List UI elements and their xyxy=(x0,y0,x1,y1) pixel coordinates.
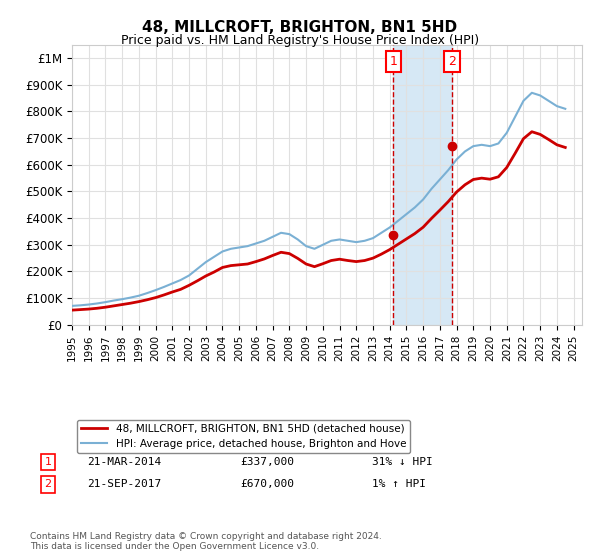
Text: £337,000: £337,000 xyxy=(240,457,294,467)
Text: 1: 1 xyxy=(44,457,52,467)
Legend: 48, MILLCROFT, BRIGHTON, BN1 5HD (detached house), HPI: Average price, detached : 48, MILLCROFT, BRIGHTON, BN1 5HD (detach… xyxy=(77,419,410,453)
Text: 31% ↓ HPI: 31% ↓ HPI xyxy=(372,457,433,467)
Text: 1: 1 xyxy=(389,55,397,68)
Text: Contains HM Land Registry data © Crown copyright and database right 2024.
This d: Contains HM Land Registry data © Crown c… xyxy=(30,532,382,552)
Text: £670,000: £670,000 xyxy=(240,479,294,489)
Text: Price paid vs. HM Land Registry's House Price Index (HPI): Price paid vs. HM Land Registry's House … xyxy=(121,34,479,46)
Text: 1% ↑ HPI: 1% ↑ HPI xyxy=(372,479,426,489)
Text: 48, MILLCROFT, BRIGHTON, BN1 5HD: 48, MILLCROFT, BRIGHTON, BN1 5HD xyxy=(142,20,458,35)
Text: 2: 2 xyxy=(44,479,52,489)
Bar xyxy=(394,45,452,325)
Text: 2: 2 xyxy=(448,55,456,68)
Text: 21-SEP-2017: 21-SEP-2017 xyxy=(87,479,161,489)
Text: 21-MAR-2014: 21-MAR-2014 xyxy=(87,457,161,467)
